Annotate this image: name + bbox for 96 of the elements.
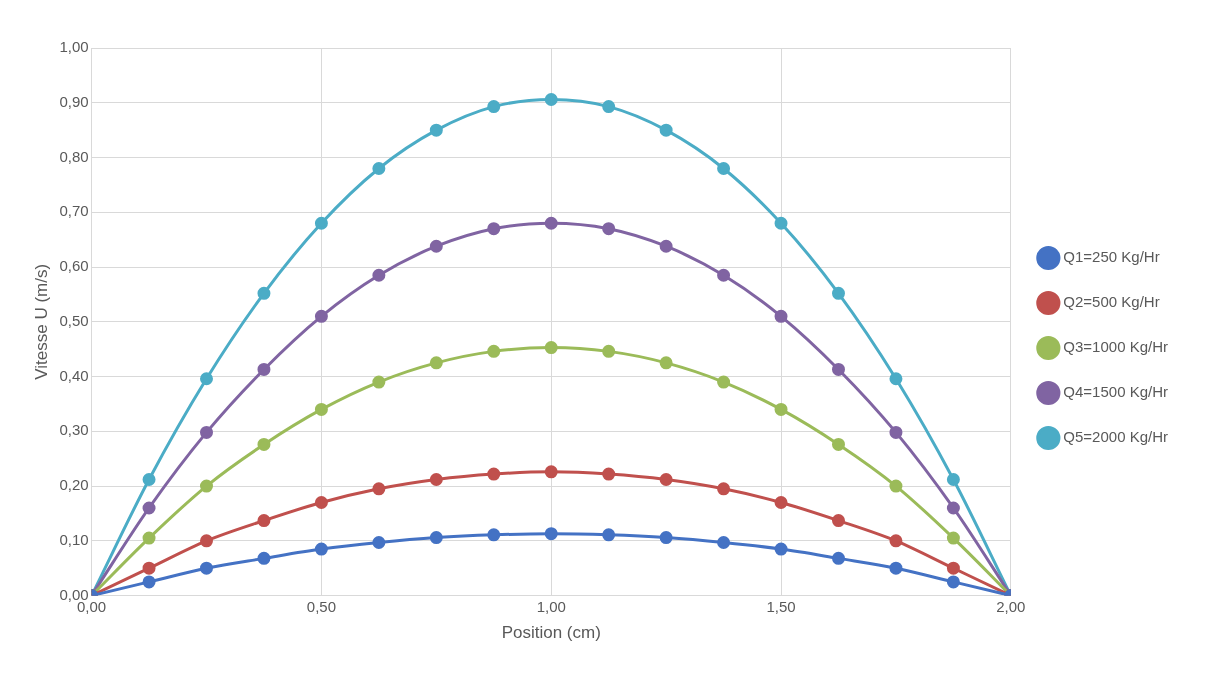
point	[602, 222, 616, 236]
point	[889, 425, 903, 439]
y-tick-label: 0,70	[59, 202, 89, 220]
point	[544, 465, 558, 479]
point	[774, 309, 788, 323]
x-tick-label: 0,50	[306, 597, 337, 615]
y-tick-label: 0,40	[59, 366, 89, 384]
point	[372, 482, 386, 496]
point	[602, 344, 616, 358]
point	[717, 161, 731, 175]
y-axis-title: Vitesse U (m/s)	[31, 263, 51, 380]
point	[200, 372, 213, 386]
point	[659, 531, 673, 545]
point	[774, 542, 788, 556]
point	[659, 239, 673, 253]
y-tick-label: 0,80	[59, 147, 89, 165]
point	[142, 575, 156, 589]
x-axis-title: Position (cm)	[501, 623, 601, 643]
point	[487, 100, 501, 114]
point	[429, 473, 443, 487]
x-tick-label: 2,00	[996, 597, 1026, 615]
point	[831, 437, 845, 451]
point	[602, 528, 616, 542]
point	[257, 286, 271, 300]
point	[889, 372, 903, 386]
point	[429, 531, 443, 545]
point	[372, 268, 386, 282]
legend-label: Q1=250 Kg/Hr	[1063, 248, 1160, 266]
point	[717, 535, 731, 549]
point	[429, 356, 443, 370]
y-tick-label: 0,20	[59, 476, 89, 494]
y-tick-label: 0,90	[59, 92, 89, 110]
point	[372, 535, 386, 549]
point	[659, 123, 673, 137]
point	[717, 268, 731, 282]
point	[602, 100, 616, 114]
y-tick-label: 0,60	[59, 257, 89, 275]
point	[774, 496, 788, 510]
point	[487, 528, 501, 542]
point	[142, 531, 156, 545]
point	[142, 473, 156, 487]
legend-label: Q2=500 Kg/Hr	[1063, 293, 1160, 311]
point	[717, 482, 731, 496]
legend-label: Q3=1000 Kg/Hr	[1063, 338, 1169, 356]
point	[372, 161, 386, 175]
point	[889, 561, 903, 575]
y-tick-label: 0,30	[59, 421, 89, 439]
point	[487, 222, 501, 236]
point	[487, 467, 501, 481]
point	[659, 356, 673, 370]
legend-label: Q5=2000 Kg/Hr	[1063, 428, 1169, 446]
point	[314, 216, 328, 230]
legend-label: Q4=1500 Kg/Hr	[1063, 383, 1169, 401]
point	[200, 479, 213, 493]
point	[314, 542, 328, 556]
point	[142, 561, 156, 575]
point	[544, 92, 558, 106]
point	[429, 239, 443, 253]
point	[544, 341, 558, 355]
point	[602, 467, 616, 481]
point	[314, 496, 328, 510]
x-tick-label: 1,50	[766, 597, 796, 615]
point	[946, 501, 960, 515]
point	[314, 402, 328, 416]
point	[544, 216, 558, 230]
point	[946, 531, 960, 545]
point	[889, 479, 903, 493]
point	[831, 551, 845, 565]
y-tick-label: 0,10	[59, 530, 89, 548]
point	[946, 575, 960, 589]
point	[946, 561, 960, 575]
point	[200, 425, 213, 439]
point	[774, 402, 788, 416]
point	[200, 561, 213, 575]
y-tick-label: 0,50	[59, 311, 89, 329]
y-tick-label: 1,00	[59, 38, 89, 56]
point	[774, 216, 788, 230]
point	[257, 437, 271, 451]
point	[257, 551, 271, 565]
x-tick-label: 1,00	[536, 597, 566, 615]
point	[429, 123, 443, 137]
point	[544, 527, 558, 541]
point	[831, 514, 845, 528]
point	[372, 375, 386, 389]
point	[314, 309, 328, 323]
point	[257, 362, 271, 376]
point	[717, 375, 731, 389]
point	[946, 473, 960, 487]
point	[487, 344, 501, 358]
point	[831, 286, 845, 300]
point	[257, 514, 271, 528]
point	[659, 473, 673, 487]
point	[889, 534, 903, 548]
point	[142, 501, 156, 515]
point	[831, 362, 845, 376]
point	[200, 534, 213, 548]
